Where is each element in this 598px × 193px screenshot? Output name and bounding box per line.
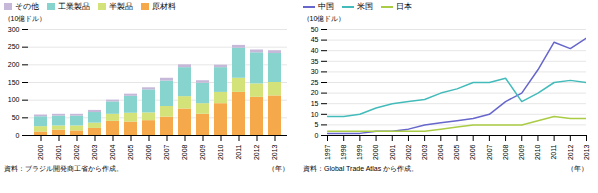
svg-text:150: 150	[8, 79, 20, 86]
html-text:その他: その他	[15, 2, 39, 11]
svg-text:2003: 2003	[421, 144, 428, 160]
svg-text:2003: 2003	[91, 144, 98, 160]
svg-text:35: 35	[311, 58, 319, 65]
html-text:半製品: 半製品	[109, 2, 133, 11]
svg-text:（10億ドル）: （10億ドル）	[303, 15, 346, 23]
html-text:日本: 日本	[396, 2, 412, 11]
svg-text:1997: 1997	[324, 144, 331, 160]
html-text:中国: 中国	[318, 2, 334, 11]
svg-text:2005: 2005	[453, 144, 460, 160]
svg-text:1998: 1998	[340, 144, 347, 160]
svg-text:2002: 2002	[73, 144, 80, 160]
html-text:原材料: 原材料	[152, 2, 176, 11]
svg-text:40: 40	[311, 47, 319, 54]
svg-text:50: 50	[12, 114, 20, 121]
svg-text:2006: 2006	[145, 144, 152, 160]
svg-text:2011: 2011	[550, 144, 557, 159]
html-text:資料：ブラジル開発商工省から作成。: 資料：ブラジル開発商工省から作成。	[4, 165, 123, 172]
svg-text:10: 10	[311, 111, 319, 118]
svg-text:2007: 2007	[163, 144, 170, 160]
svg-text:15: 15	[311, 100, 319, 107]
svg-text:2002: 2002	[405, 144, 412, 160]
svg-text:2008: 2008	[502, 144, 509, 160]
svg-text:2007: 2007	[486, 144, 493, 160]
svg-text:2000: 2000	[372, 144, 379, 160]
svg-text:2012: 2012	[567, 144, 574, 160]
svg-text:5: 5	[315, 121, 319, 128]
svg-text:200: 200	[8, 61, 20, 68]
svg-text:20: 20	[311, 89, 319, 96]
svg-text:2010: 2010	[217, 144, 224, 160]
svg-text:2001: 2001	[388, 144, 395, 160]
svg-text:2004: 2004	[109, 144, 116, 160]
svg-text:2010: 2010	[534, 144, 541, 160]
svg-text:100: 100	[8, 96, 20, 103]
svg-text:25: 25	[311, 79, 319, 86]
html-text:資料：Global Trade Atlas から作成。: 資料：Global Trade Atlas から作成。	[303, 165, 419, 172]
svg-text:2004: 2004	[437, 144, 444, 160]
svg-text:50: 50	[311, 26, 319, 33]
svg-text:2009: 2009	[199, 144, 206, 160]
svg-text:2013: 2013	[583, 144, 590, 160]
svg-text:2000: 2000	[37, 144, 44, 160]
svg-text:2005: 2005	[127, 144, 134, 160]
svg-text:（10億ドル）: （10億ドル）	[4, 15, 47, 23]
svg-text:2013: 2013	[271, 144, 278, 160]
svg-text:2009: 2009	[518, 144, 525, 160]
svg-text:250: 250	[8, 43, 20, 50]
svg-text:300: 300	[8, 26, 20, 33]
svg-text:2006: 2006	[469, 144, 476, 160]
html-text:（年）: （年）	[567, 165, 588, 172]
html-text:米国: 米国	[357, 2, 373, 11]
html-text:工業製品: 工業製品	[58, 2, 90, 11]
svg-text:2012: 2012	[253, 144, 260, 160]
svg-text:2011: 2011	[235, 144, 242, 159]
svg-text:2008: 2008	[181, 144, 188, 160]
svg-text:30: 30	[311, 68, 319, 75]
svg-text:2001: 2001	[55, 144, 62, 160]
svg-text:1999: 1999	[356, 144, 363, 160]
html-text:（年）: （年）	[268, 165, 289, 172]
svg-text:0: 0	[16, 132, 20, 139]
svg-text:0: 0	[315, 132, 319, 139]
svg-text:45: 45	[311, 36, 319, 43]
